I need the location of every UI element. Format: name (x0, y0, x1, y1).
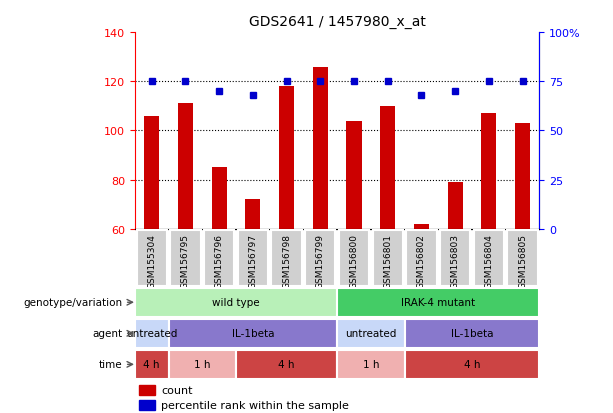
Bar (346, 121, 362, 229)
FancyBboxPatch shape (272, 230, 302, 286)
Text: GSM156801: GSM156801 (383, 234, 392, 289)
Bar (178, 104, 193, 229)
Text: GSM155304: GSM155304 (147, 234, 156, 289)
FancyBboxPatch shape (406, 230, 436, 286)
Bar (144, 116, 159, 229)
Text: GSM156803: GSM156803 (451, 234, 460, 289)
FancyBboxPatch shape (305, 230, 335, 286)
Bar (245, 200, 261, 229)
Text: agent: agent (93, 328, 123, 339)
FancyBboxPatch shape (169, 350, 236, 379)
Text: GSM156797: GSM156797 (248, 234, 257, 289)
Text: GSM156800: GSM156800 (349, 234, 359, 289)
Text: 1 h: 1 h (194, 359, 210, 370)
Title: GDS2641 / 1457980_x_at: GDS2641 / 1457980_x_at (249, 15, 425, 29)
FancyBboxPatch shape (135, 350, 169, 379)
FancyBboxPatch shape (337, 319, 405, 348)
Bar (139, 385, 155, 395)
Text: 4 h: 4 h (278, 359, 295, 370)
FancyBboxPatch shape (137, 230, 167, 286)
Text: time: time (99, 359, 123, 370)
Bar (447, 183, 463, 229)
FancyBboxPatch shape (238, 230, 268, 286)
FancyBboxPatch shape (440, 230, 470, 286)
Text: wild type: wild type (212, 297, 260, 308)
Text: untreated: untreated (126, 328, 177, 339)
Bar (139, 400, 155, 410)
Text: 4 h: 4 h (464, 359, 480, 370)
FancyBboxPatch shape (236, 350, 337, 379)
FancyBboxPatch shape (337, 350, 405, 379)
Text: GSM156799: GSM156799 (316, 234, 325, 289)
Text: genotype/variation: genotype/variation (23, 297, 123, 308)
Bar (279, 87, 294, 229)
Text: 4 h: 4 h (143, 359, 160, 370)
Text: IRAK-4 mutant: IRAK-4 mutant (402, 297, 475, 308)
FancyBboxPatch shape (135, 319, 169, 348)
Text: GSM156795: GSM156795 (181, 234, 190, 289)
Text: GSM156804: GSM156804 (484, 234, 493, 289)
Text: GSM156802: GSM156802 (417, 234, 426, 289)
FancyBboxPatch shape (405, 319, 539, 348)
Text: 1 h: 1 h (363, 359, 379, 370)
FancyBboxPatch shape (373, 230, 403, 286)
Bar (211, 168, 227, 229)
Text: IL-1beta: IL-1beta (232, 328, 274, 339)
FancyBboxPatch shape (339, 230, 369, 286)
FancyBboxPatch shape (135, 288, 337, 317)
FancyBboxPatch shape (474, 230, 504, 286)
FancyBboxPatch shape (405, 350, 539, 379)
Bar (313, 67, 328, 229)
Bar (414, 224, 429, 229)
FancyBboxPatch shape (337, 288, 539, 317)
FancyBboxPatch shape (169, 319, 337, 348)
Text: GSM156798: GSM156798 (282, 234, 291, 289)
FancyBboxPatch shape (170, 230, 200, 286)
Text: count: count (161, 385, 192, 395)
Text: IL-1beta: IL-1beta (451, 328, 493, 339)
Text: untreated: untreated (345, 328, 397, 339)
Text: GSM156796: GSM156796 (215, 234, 224, 289)
Text: GSM156805: GSM156805 (518, 234, 527, 289)
FancyBboxPatch shape (508, 230, 538, 286)
Bar (481, 114, 497, 229)
FancyBboxPatch shape (204, 230, 234, 286)
Bar (515, 124, 530, 229)
Text: percentile rank within the sample: percentile rank within the sample (161, 400, 349, 410)
Bar (380, 107, 395, 229)
